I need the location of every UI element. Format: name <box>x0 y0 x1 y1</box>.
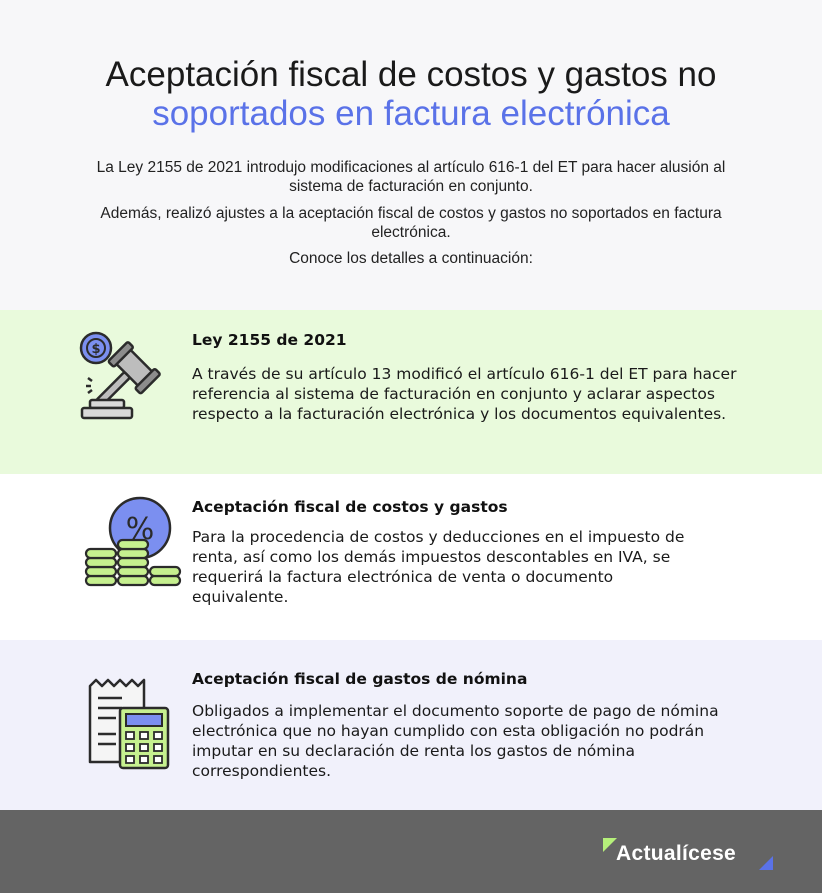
receipt-calculator-icon <box>88 678 170 770</box>
page-title: Aceptación fiscal de costos y gastos no <box>105 55 717 94</box>
footer <box>0 810 822 893</box>
brand-logo-marks <box>603 838 773 870</box>
section-title-ley: Ley 2155 de 2021 <box>192 331 347 349</box>
section-body-nomina: Obligados a implementar el documento sop… <box>192 702 719 780</box>
svg-text:$: $ <box>91 342 100 357</box>
percent-coins-icon: % <box>84 496 182 587</box>
intro-paragraph-2: Además, realizó ajustes a la aceptación … <box>100 205 722 241</box>
header: Aceptación fiscal de costos y gastos no … <box>0 0 822 310</box>
brand-logo-text[interactable]: Actualícese <box>616 842 737 865</box>
page-title-highlight: soportados en factura electrónica <box>152 94 670 133</box>
section-title-costos: Aceptación fiscal de costos y gastos <box>192 498 508 516</box>
section-body-costos: Para la procedencia de costos y deduccio… <box>192 528 685 606</box>
intro-paragraph-1: La Ley 2155 de 2021 introdujo modificaci… <box>96 159 726 195</box>
gavel-icon: $ <box>79 331 161 420</box>
section-body-ley: A través de su artículo 13 modificó el a… <box>192 365 737 423</box>
section-title-nomina: Aceptación fiscal de gastos de nómina <box>192 670 528 688</box>
intro-paragraph-3: Conoce los detalles a continuación: <box>289 250 533 267</box>
